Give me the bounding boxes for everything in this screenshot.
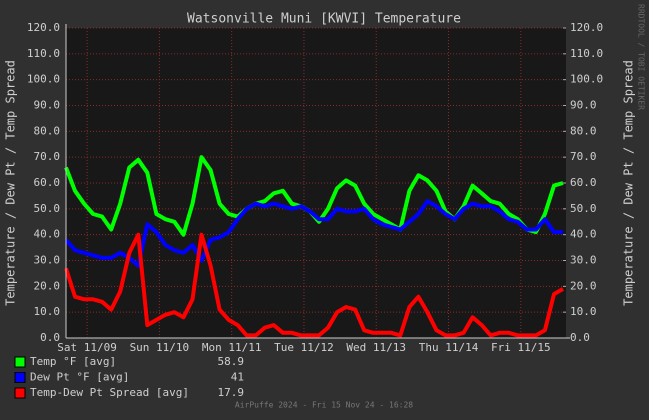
- y-tick-label: 10.0: [34, 305, 61, 318]
- x-tick-label: Fri 11/15: [491, 341, 551, 354]
- x-tick-label: Mon 11/11: [202, 341, 262, 354]
- y2-tick-label: 50.0: [570, 202, 597, 215]
- footer: AirPuffe 2024 - Fri 15 Nov 24 - 16:28: [235, 401, 413, 410]
- y2-tick-label: 30.0: [570, 254, 597, 267]
- x-tick-label: Sun 11/10: [130, 341, 190, 354]
- data-line: [64, 199, 563, 268]
- legend-value: 58.9: [218, 355, 245, 368]
- y-tick-label: 0.0: [40, 331, 60, 344]
- y-tick-label: 70.0: [34, 150, 61, 163]
- y2-tick-label: 90.0: [570, 99, 597, 112]
- y2-tick-label: 80.0: [570, 124, 597, 137]
- y-axis-title: Temperature / Dew Pt / Temp Spread: [4, 60, 18, 306]
- data-line: [64, 232, 565, 338]
- y2-tick-label: 70.0: [570, 150, 597, 163]
- y2-tick-label: 0.0: [570, 331, 590, 344]
- y-tick-label: 80.0: [34, 124, 61, 137]
- y-tick-label: 30.0: [34, 254, 61, 267]
- y2-tick-label: 100.0: [570, 73, 603, 86]
- y-tick-label: 50.0: [34, 202, 61, 215]
- y-tick-label: 20.0: [34, 279, 61, 292]
- y-tick-label: 100.0: [27, 73, 60, 86]
- x-tick-label: Thu 11/14: [419, 341, 479, 354]
- y2-tick-label: 20.0: [570, 279, 597, 292]
- y2-tick-label: 120.0: [570, 21, 603, 34]
- legend-swatch: [14, 387, 26, 399]
- y2-axis-title: Temperature / Dew Pt / Temp Spread: [622, 60, 636, 306]
- y2-tick-label: 40.0: [570, 228, 597, 241]
- chart-title: Watsonville Muni [KWVI] Temperature: [187, 12, 461, 27]
- y2-tick-label: 60.0: [570, 176, 597, 189]
- x-tick-label: Sat 11/09: [57, 341, 117, 354]
- y2-tick-label: 10.0: [570, 305, 597, 318]
- watermark: RRDTOOL / TOBI OETIKER: [637, 4, 646, 110]
- legend-value: 41: [231, 371, 244, 384]
- legend-value: 17.9: [218, 386, 245, 399]
- legend-label: Temp-Dew Pt Spread [avg]: [30, 386, 189, 399]
- y-tick-label: 110.0: [27, 47, 60, 60]
- y-tick-label: 90.0: [34, 99, 61, 112]
- x-tick-label: Tue 11/12: [274, 341, 334, 354]
- y-tick-label: 40.0: [34, 228, 61, 241]
- legend-label: Temp °F [avg]: [30, 355, 116, 368]
- legend-label: Dew Pt °F [avg]: [30, 371, 129, 384]
- x-tick-label: Wed 11/13: [346, 341, 406, 354]
- y2-tick-label: 110.0: [570, 47, 603, 60]
- y-tick-label: 120.0: [27, 21, 60, 34]
- y-tick-label: 60.0: [34, 176, 61, 189]
- legend-swatch: [14, 372, 26, 383]
- legend-swatch: [14, 356, 26, 368]
